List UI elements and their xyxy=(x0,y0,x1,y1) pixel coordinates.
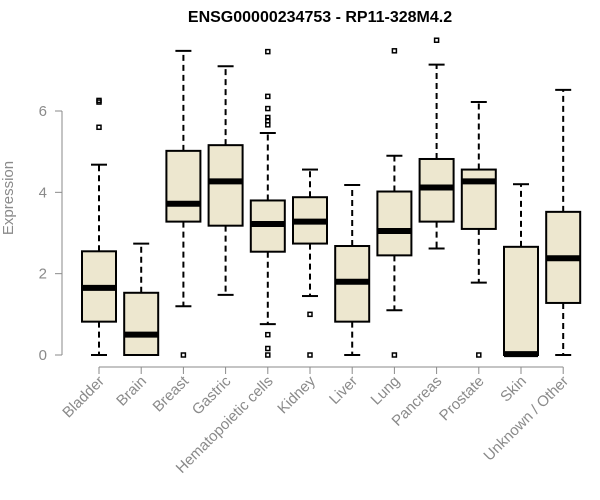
box-group xyxy=(545,88,582,356)
chart-title: ENSG00000234753 - RP11-328M4.2 xyxy=(188,9,452,26)
outlier-point xyxy=(476,352,482,358)
outlier-point xyxy=(391,352,398,358)
box-iqr xyxy=(165,149,202,223)
outlier-point xyxy=(96,124,102,131)
x-tick-label: Kidney xyxy=(274,372,319,417)
x-tick-label: Lung xyxy=(368,373,404,409)
outlier-point xyxy=(265,345,271,352)
box-group xyxy=(249,48,286,358)
x-tick-label: Brain xyxy=(113,373,150,410)
x-tick-label: Bladder xyxy=(59,373,108,422)
x-tick-label: Breast xyxy=(150,372,193,415)
outlier-point xyxy=(180,352,187,358)
box-group xyxy=(334,184,371,356)
outlier-point xyxy=(265,331,271,338)
outlier-point xyxy=(391,48,398,54)
box-group xyxy=(81,97,117,356)
outlier-point xyxy=(265,105,271,112)
outlier-point xyxy=(265,114,271,121)
x-tick-label: Liver xyxy=(326,373,361,408)
outlier-point xyxy=(96,97,102,104)
outlier-point xyxy=(265,93,271,100)
box-group xyxy=(460,101,497,358)
box-iqr xyxy=(207,144,244,227)
outlier-point xyxy=(307,352,313,358)
y-tick-label: 0 xyxy=(39,347,47,364)
box-group xyxy=(418,37,455,250)
x-tick-label: Skin xyxy=(497,373,530,406)
box-group xyxy=(207,65,244,296)
y-tick-label: 6 xyxy=(39,103,47,120)
box-iqr xyxy=(123,291,160,356)
y-tick-label: 2 xyxy=(39,266,47,283)
plot-area xyxy=(81,37,582,358)
x-tick-label: Prostate xyxy=(436,373,488,425)
box-iqr xyxy=(503,245,539,356)
outlier-point xyxy=(433,37,440,43)
box-group xyxy=(123,242,160,356)
outlier-point xyxy=(265,48,271,55)
outlier-point xyxy=(265,352,271,358)
y-axis-label: Expression xyxy=(0,161,17,235)
box-group xyxy=(165,49,202,358)
y-tick-label: 4 xyxy=(39,184,47,201)
box-iqr xyxy=(376,190,413,257)
box-group xyxy=(503,183,539,358)
outlier-point xyxy=(307,311,313,318)
box-group xyxy=(376,48,413,358)
box-group xyxy=(292,168,328,358)
